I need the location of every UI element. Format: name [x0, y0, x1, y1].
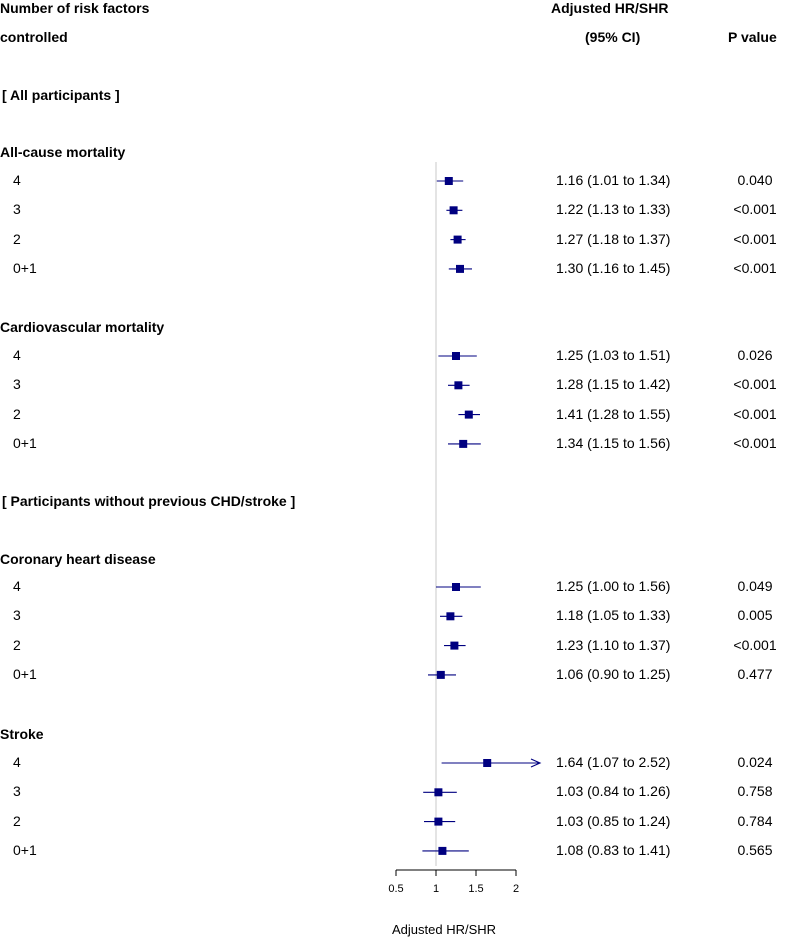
estimate-text: 1.06 (0.90 to 1.25) — [556, 665, 671, 682]
p-value: 0.005 — [737, 607, 773, 624]
row-label: 3 — [13, 201, 21, 218]
point-estimate — [483, 759, 492, 767]
point-estimate — [434, 788, 443, 797]
header-hr-line1: Adjusted HR/SHR — [551, 0, 669, 16]
estimate-text: 1.64 (1.07 to 2.52) — [556, 754, 671, 770]
x-tick-label: 2 — [513, 883, 519, 895]
estimate-text: 1.23 (1.10 to 1.37) — [556, 636, 671, 653]
estimate-text: 1.08 (0.83 to 1.41) — [556, 841, 671, 858]
p-value: <0.001 — [733, 201, 777, 218]
p-value: 0.784 — [737, 812, 773, 829]
row-label: 3 — [13, 376, 21, 393]
estimate-text: 1.03 (0.85 to 1.24) — [556, 812, 671, 829]
point-estimate — [436, 670, 445, 679]
p-value: <0.001 — [733, 636, 777, 653]
point-estimate — [452, 583, 460, 591]
point-estimate — [446, 612, 455, 621]
row-label: 4 — [13, 754, 21, 770]
p-value: 0.024 — [737, 754, 773, 770]
p-value: <0.001 — [733, 405, 777, 422]
point-estimate — [449, 206, 458, 215]
outcome-title: All-cause mortality — [0, 144, 126, 160]
row-label: 2 — [13, 636, 21, 653]
estimate-text: 1.28 (1.15 to 1.42) — [556, 376, 671, 393]
p-value: 0.049 — [737, 578, 773, 594]
p-value: 0.477 — [737, 665, 773, 682]
row-label: 4 — [13, 347, 21, 363]
x-axis-label: Adjusted HR/SHR — [392, 922, 497, 937]
point-estimate — [453, 235, 462, 244]
point-estimate — [459, 439, 468, 448]
p-value: <0.001 — [733, 376, 777, 393]
p-value: <0.001 — [733, 230, 777, 247]
row-label: 3 — [13, 783, 21, 800]
row-label: 0+1 — [13, 665, 37, 682]
point-estimate — [438, 846, 447, 855]
estimate-text: 1.41 (1.28 to 1.55) — [556, 405, 671, 422]
x-tick-label: 1 — [433, 883, 439, 895]
p-value: 0.040 — [737, 172, 773, 188]
p-value: 0.565 — [737, 841, 773, 858]
row-label: 2 — [13, 405, 21, 422]
row-label: 3 — [13, 607, 21, 624]
header-risk-factors-line2: controlled — [0, 29, 68, 45]
estimate-text: 1.34 (1.15 to 1.56) — [556, 434, 671, 451]
point-estimate — [444, 177, 453, 185]
row-label: 0+1 — [13, 259, 37, 276]
group-title: [ Participants without previous CHD/stro… — [2, 493, 296, 509]
group-title: [ All participants ] — [2, 87, 120, 103]
row-label: 0+1 — [13, 841, 37, 858]
outcome-title: Stroke — [0, 726, 44, 742]
estimate-text: 1.30 (1.16 to 1.45) — [556, 259, 671, 276]
header-risk-factors-line1: Number of risk factors — [0, 0, 150, 16]
estimate-text: 1.25 (1.00 to 1.56) — [556, 578, 671, 594]
header-p-value: P value — [728, 29, 777, 45]
p-value: 0.758 — [737, 783, 773, 800]
estimate-text: 1.22 (1.13 to 1.33) — [556, 201, 671, 218]
point-estimate — [434, 817, 443, 826]
outcome-title: Cardiovascular mortality — [0, 319, 165, 335]
point-estimate — [464, 410, 473, 419]
row-label: 4 — [13, 172, 21, 188]
estimate-text: 1.18 (1.05 to 1.33) — [556, 607, 671, 624]
x-tick-label: 0.5 — [388, 883, 403, 895]
x-tick-label: 1.5 — [468, 883, 483, 895]
outcome-title: Coronary heart disease — [0, 551, 156, 567]
estimate-text: 1.25 (1.03 to 1.51) — [556, 347, 671, 363]
point-estimate — [450, 641, 459, 650]
ci-arrow — [530, 758, 542, 768]
p-value: 0.026 — [737, 347, 773, 363]
row-label: 2 — [13, 230, 21, 247]
point-estimate — [456, 264, 464, 273]
row-label: 2 — [13, 812, 21, 829]
row-label: 4 — [13, 578, 21, 594]
estimate-text: 1.27 (1.18 to 1.37) — [556, 230, 671, 247]
point-estimate — [454, 381, 463, 390]
estimate-text: 1.16 (1.01 to 1.34) — [556, 172, 671, 188]
header-hr-line2: (95% CI) — [585, 29, 641, 45]
p-value: <0.001 — [733, 259, 777, 276]
row-label: 0+1 — [13, 434, 37, 451]
estimate-text: 1.03 (0.84 to 1.26) — [556, 783, 671, 800]
p-value: <0.001 — [733, 434, 777, 451]
point-estimate — [452, 352, 460, 360]
